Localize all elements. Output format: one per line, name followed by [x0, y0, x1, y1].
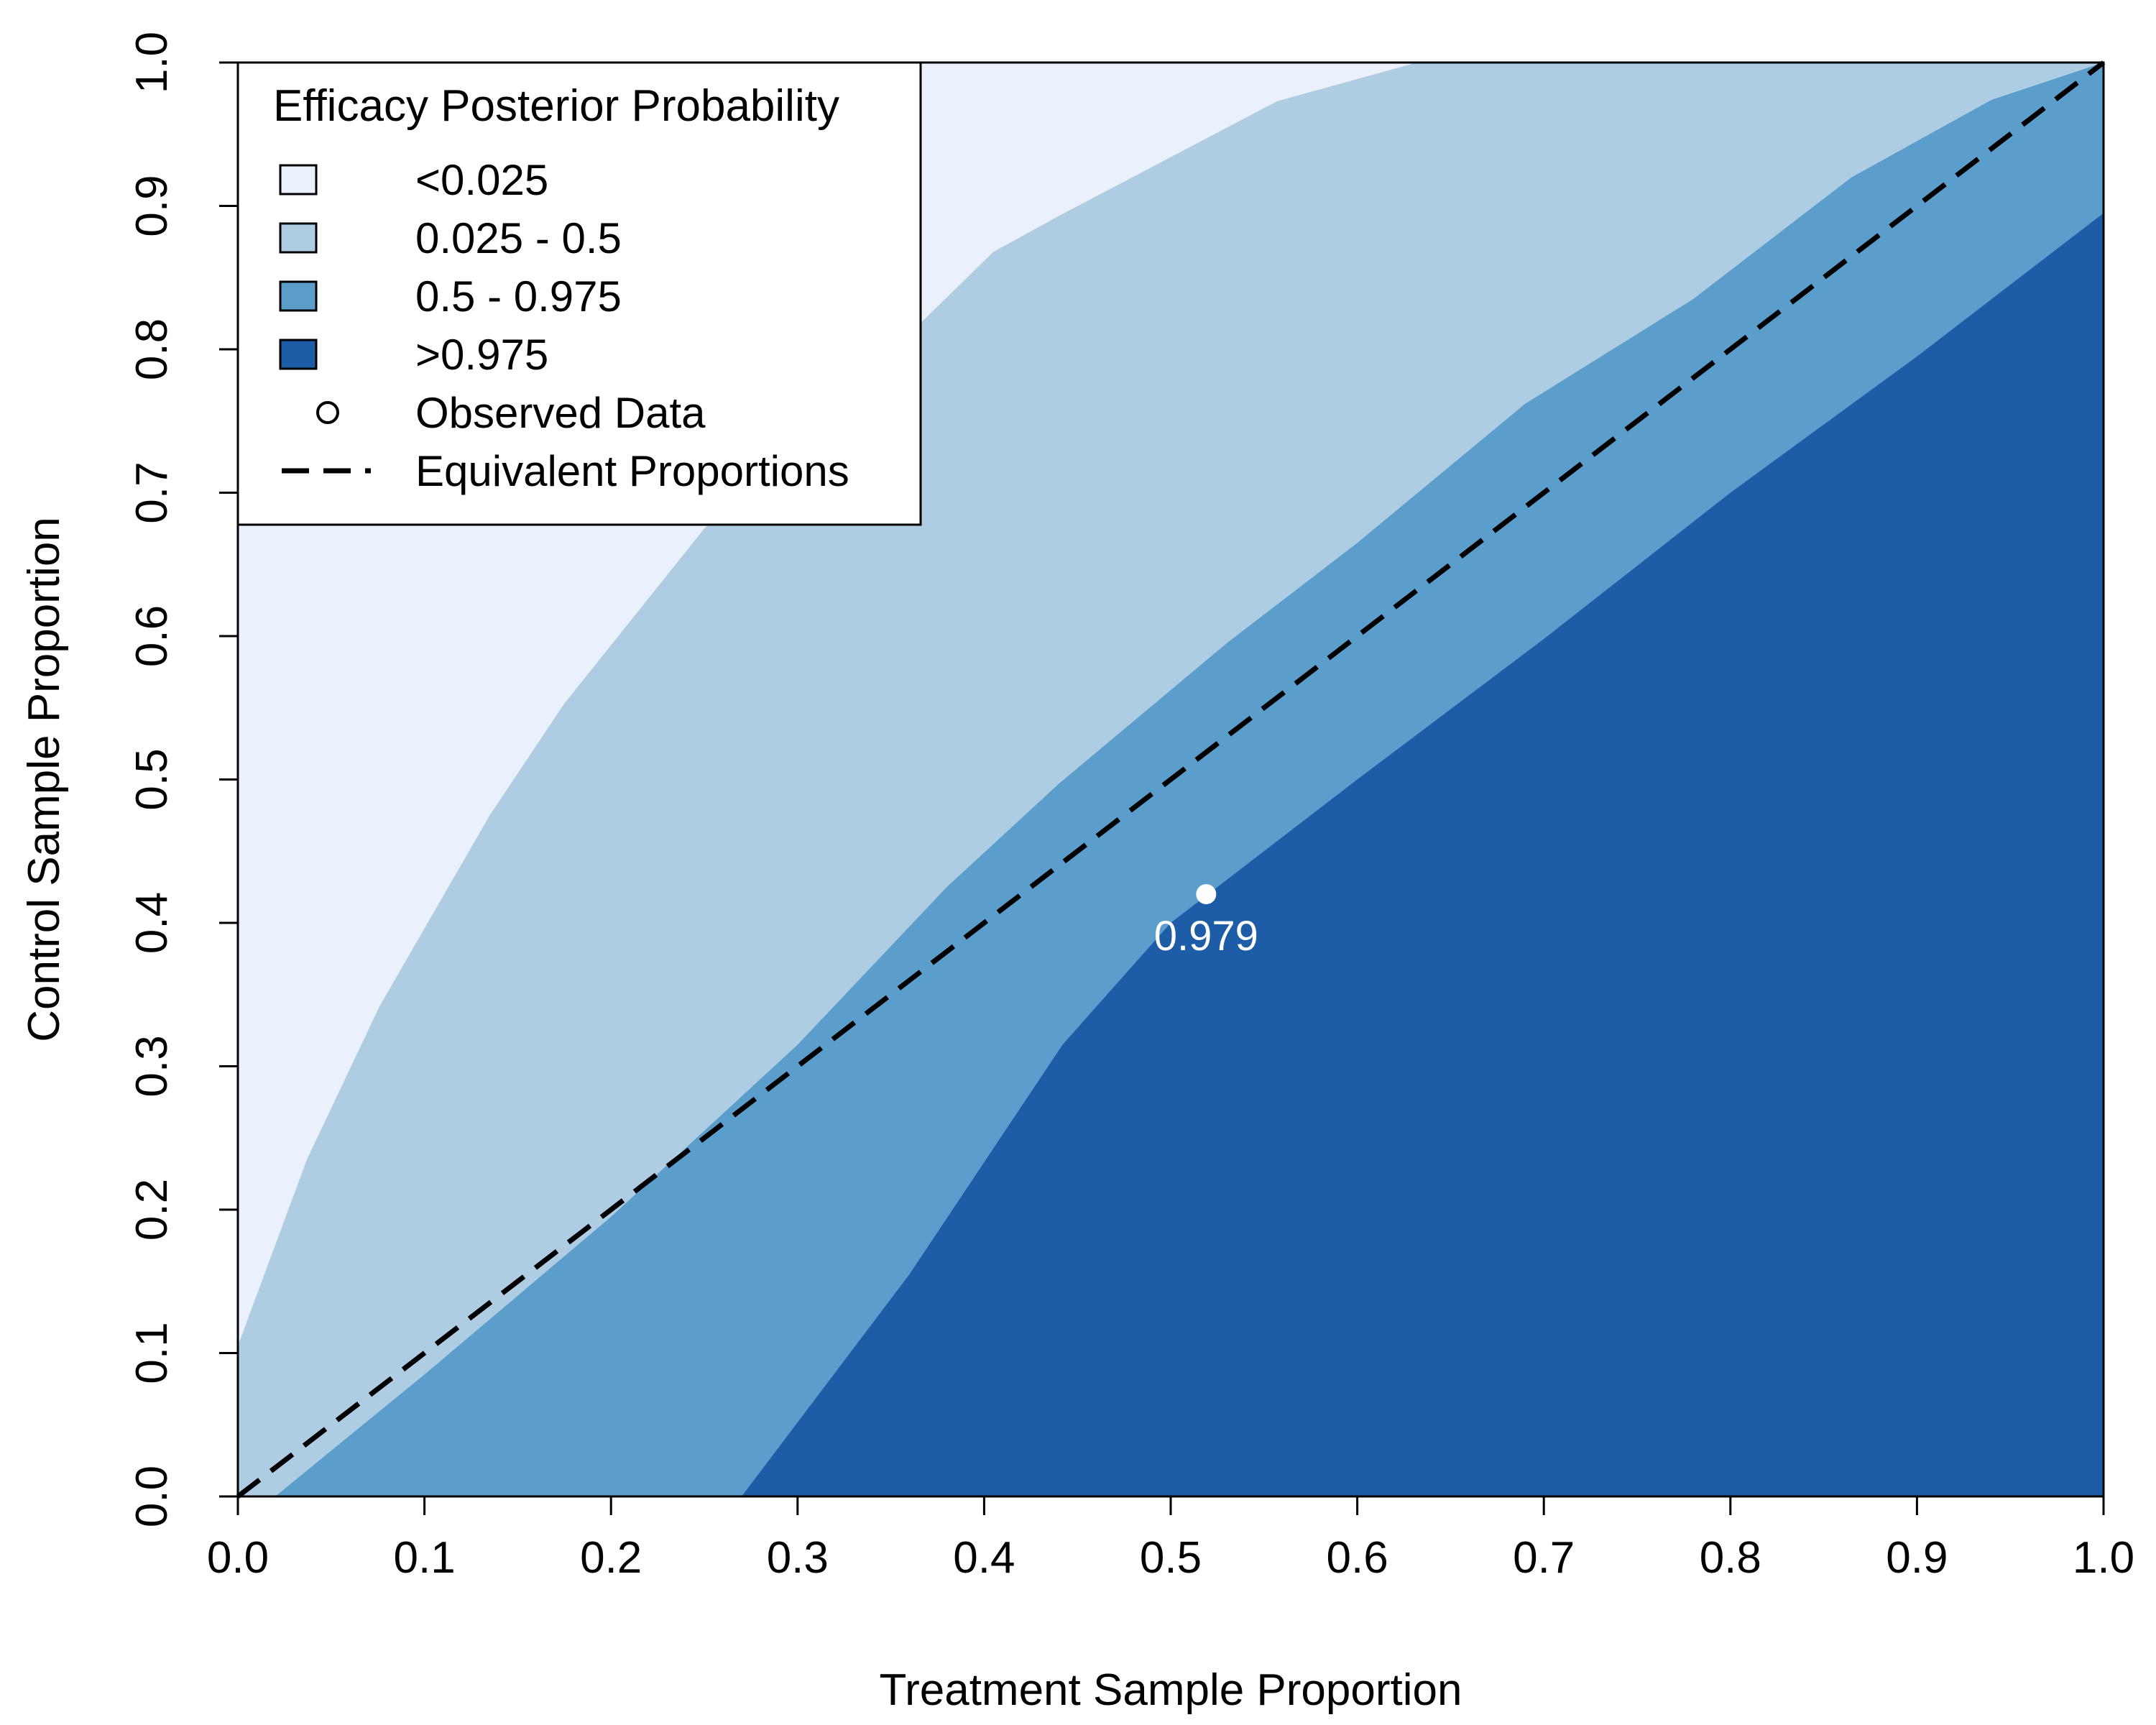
legend-label: <0.025 [415, 156, 548, 204]
legend-label: 0.5 - 0.975 [415, 272, 622, 321]
y-tick-label: 0.5 [127, 748, 177, 810]
x-tick-label: 0.3 [767, 1533, 829, 1583]
legend-entry: >0.975 [279, 331, 548, 379]
y-tick-label: 0.0 [127, 1466, 177, 1527]
legend-label: 0.025 - 0.5 [415, 214, 622, 262]
y-tick-label: 0.4 [127, 892, 177, 954]
x-tick-label: 0.0 [207, 1533, 269, 1583]
y-tick-label: 1.0 [127, 32, 177, 93]
legend-point-symbol [316, 401, 339, 424]
legend-label: >0.975 [415, 331, 548, 379]
observed-data-point [1196, 884, 1217, 905]
legend-title: Efficacy Posterior Probability [273, 81, 839, 131]
legend-label: Equivalent Proportions [415, 447, 849, 495]
x-tick-label: 0.4 [953, 1533, 1015, 1583]
x-tick-label: 0.1 [393, 1533, 455, 1583]
y-tick-label: 0.6 [127, 605, 177, 667]
legend-entry: Observed Data [316, 389, 706, 437]
x-axis-title: Treatment Sample Proportion [880, 1665, 1462, 1715]
y-tick-label: 0.8 [127, 318, 177, 380]
x-tick-label: 0.8 [1700, 1533, 1761, 1583]
legend-entry: 0.5 - 0.975 [279, 272, 622, 321]
legend: Efficacy Posterior Probability <0.025 0.0… [236, 61, 922, 526]
y-tick-label: 0.1 [127, 1322, 177, 1384]
region-gt-0-975 [741, 213, 2104, 1497]
legend-entry: <0.025 [279, 156, 548, 204]
equivalent-proportions-line-group [236, 60, 2106, 1499]
x-tick-label: 0.2 [580, 1533, 642, 1583]
y-axis-title: Control Sample Proportion [19, 517, 69, 1042]
legend-label: Observed Data [415, 389, 706, 437]
legend-entry: 0.025 - 0.5 [279, 214, 622, 262]
y-tick-label: 0.2 [127, 1179, 177, 1241]
legend-entries: <0.025 0.025 - 0.5 0.5 - 0.975 >0.975 Observ… [279, 156, 849, 495]
legend-entry: Equivalent Proportions [282, 447, 849, 495]
legend-swatch [279, 164, 318, 196]
y-axis: 0.0 0.1 0.2 0.3 0.4 0.5 0.6 0.7 0.8 0.9 1.0 [127, 32, 238, 1527]
x-tick-label: 0.6 [1326, 1533, 1388, 1583]
y-tick-label: 0.9 [127, 175, 177, 236]
equivalent-proportions-line [236, 60, 2106, 1499]
y-tick-label: 0.3 [127, 1035, 177, 1097]
legend-box [236, 61, 922, 526]
x-tick-label: 1.0 [2073, 1533, 2134, 1583]
x-tick-label: 0.5 [1140, 1533, 1202, 1583]
x-tick-label: 0.7 [1513, 1533, 1575, 1583]
legend-swatch [279, 339, 318, 370]
legend-swatch [279, 280, 318, 312]
observed-data-label: 0.979 [1154, 913, 1258, 960]
observed-data-group: 0.979 [1154, 884, 1258, 960]
x-tick-label: 0.9 [1886, 1533, 1948, 1583]
legend-swatch [279, 222, 318, 254]
y-tick-label: 0.7 [127, 461, 177, 523]
x-axis: 0.0 0.1 0.2 0.3 0.4 0.5 0.6 0.7 0.8 0.9 1.0 [207, 1496, 2134, 1583]
